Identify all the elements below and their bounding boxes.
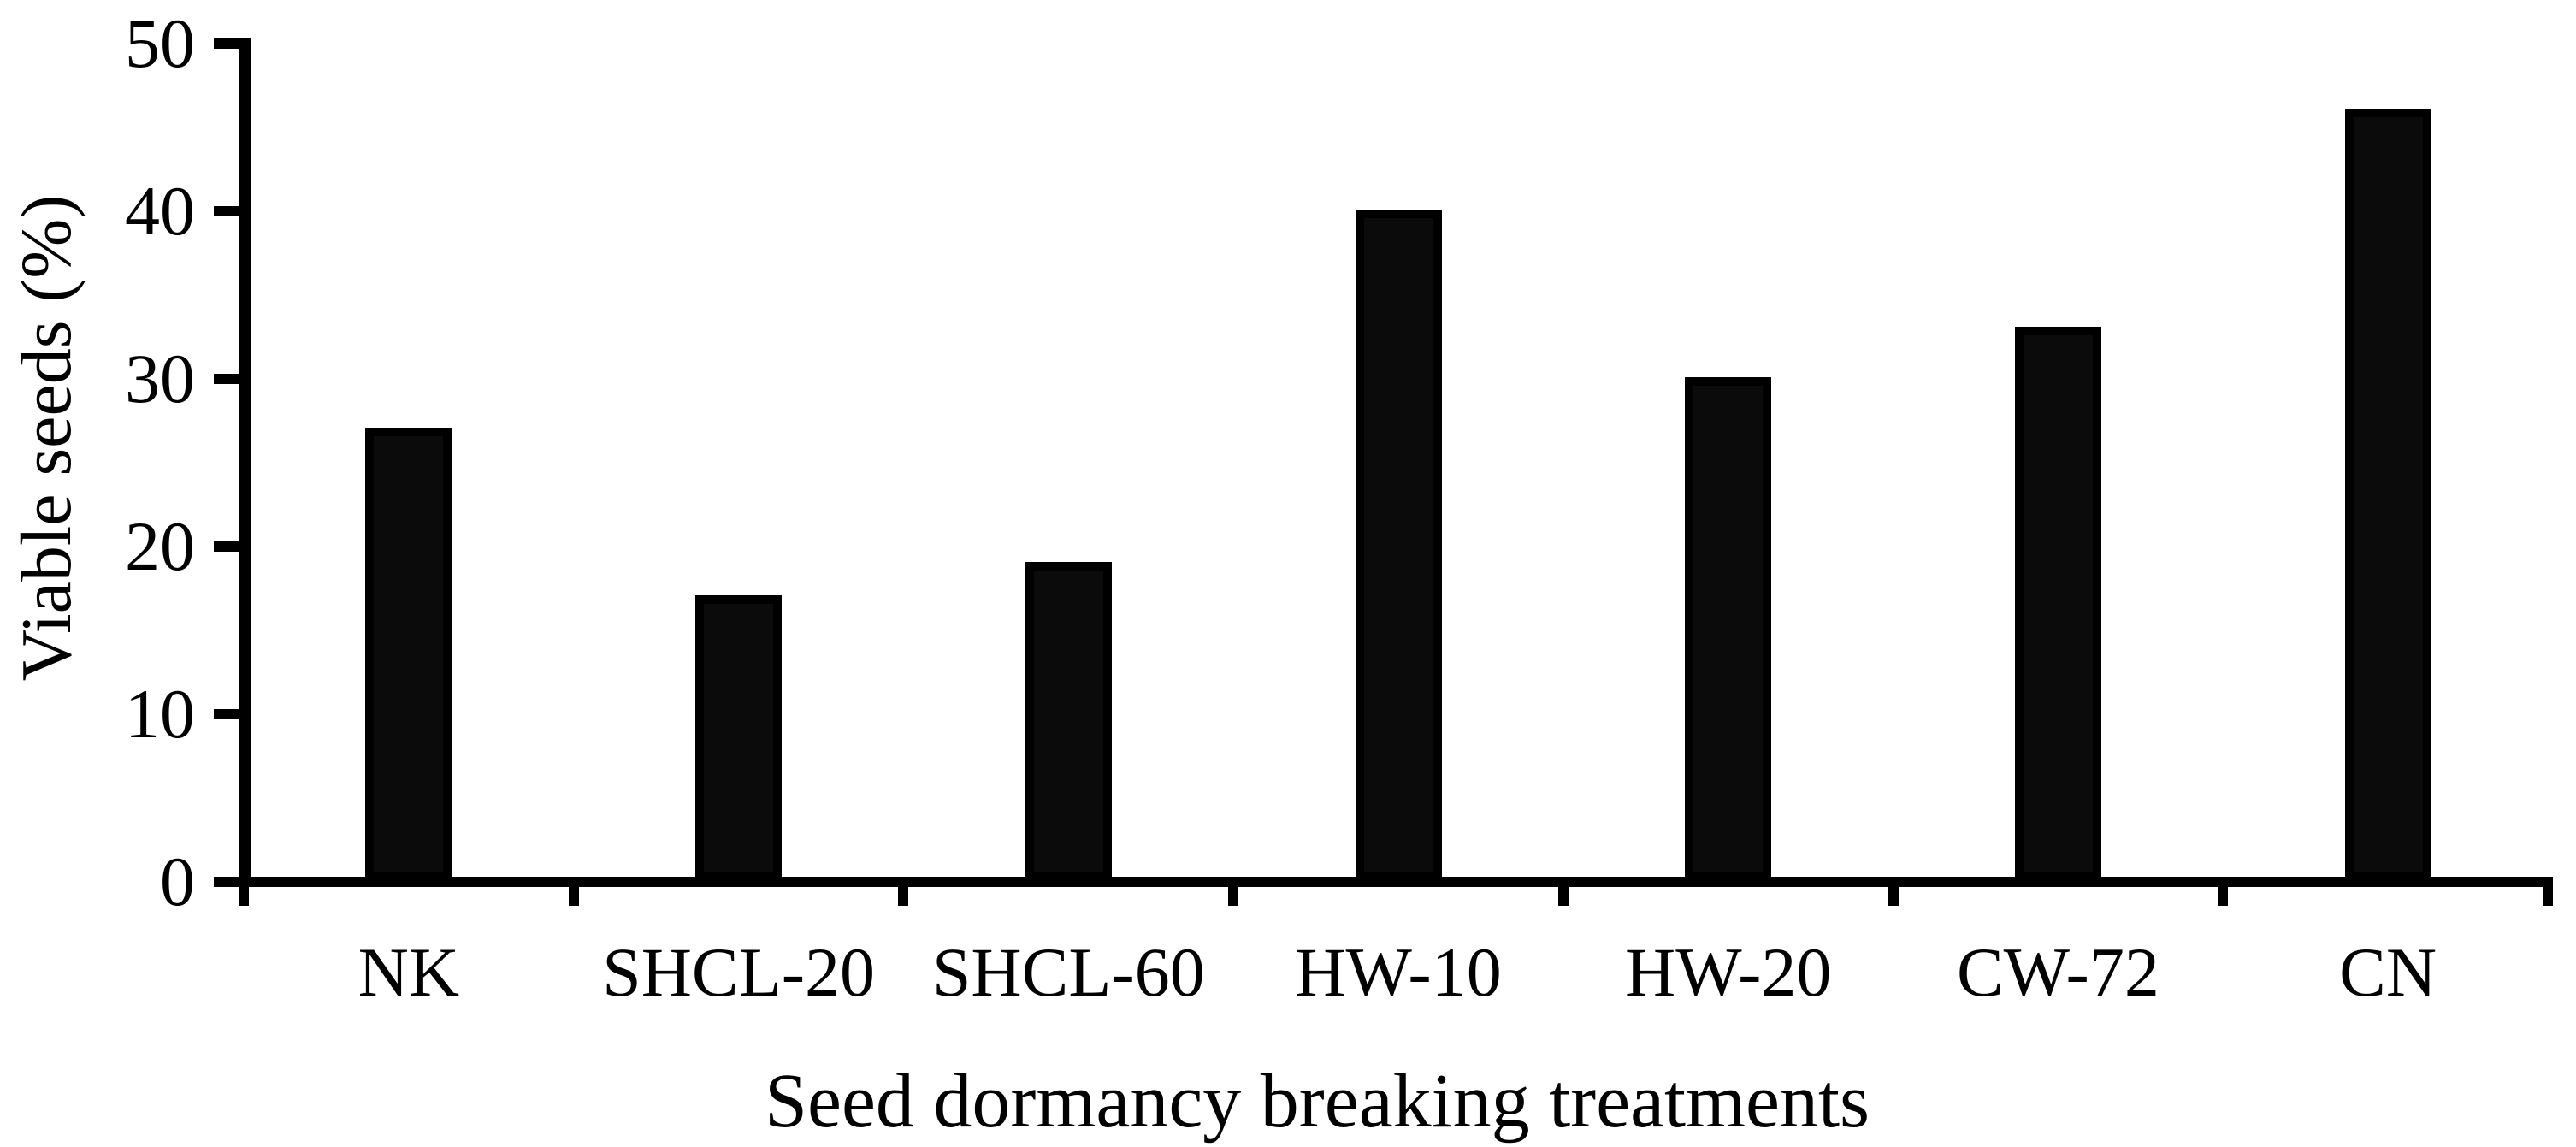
y-tick-40 bbox=[214, 206, 240, 216]
x-axis-title: Seed dormancy breaking treatments bbox=[764, 1059, 1870, 1144]
bar-CW-72 bbox=[2014, 327, 2101, 880]
y-tick-label-30: 30 bbox=[125, 340, 195, 417]
x-tick-7 bbox=[2543, 887, 2553, 906]
x-tick-2 bbox=[898, 887, 909, 906]
y-tick-50 bbox=[214, 38, 240, 49]
bar-NK bbox=[365, 427, 452, 880]
x-category-label-HW-20: HW-20 bbox=[1625, 933, 1832, 1011]
y-tick-label-20: 20 bbox=[125, 507, 195, 585]
x-tick-3 bbox=[1228, 887, 1239, 906]
y-tick-20 bbox=[214, 541, 240, 552]
y-tick-label-0: 0 bbox=[160, 843, 195, 920]
x-category-label-NK: NK bbox=[357, 933, 460, 1011]
bar-CN bbox=[2344, 109, 2431, 880]
x-category-label-SHCL-60: SHCL-60 bbox=[931, 933, 1205, 1011]
x-category-label-SHCL-20: SHCL-20 bbox=[602, 933, 876, 1011]
x-axis-line bbox=[214, 877, 2553, 887]
x-category-label-CW-72: CW-72 bbox=[1956, 933, 2159, 1011]
y-axis-line bbox=[239, 38, 251, 887]
x-category-label-HW-10: HW-10 bbox=[1295, 933, 1502, 1011]
bar-SHCL-20 bbox=[695, 594, 783, 880]
x-category-label-CN: CN bbox=[2339, 933, 2437, 1011]
x-tick-1 bbox=[568, 887, 579, 906]
bar-SHCL-60 bbox=[1025, 561, 1112, 880]
x-tick-6 bbox=[2218, 887, 2229, 906]
y-tick-10 bbox=[214, 709, 240, 719]
bar-HW-20 bbox=[1685, 377, 1772, 880]
y-tick-label-40: 40 bbox=[125, 172, 195, 250]
y-tick-label-10: 10 bbox=[125, 675, 195, 753]
bar-HW-10 bbox=[1355, 210, 1442, 880]
y-tick-label-50: 50 bbox=[125, 4, 195, 82]
y-tick-30 bbox=[214, 374, 240, 384]
x-tick-0 bbox=[239, 887, 249, 906]
x-tick-4 bbox=[1557, 887, 1569, 906]
x-tick-5 bbox=[1888, 887, 1899, 906]
